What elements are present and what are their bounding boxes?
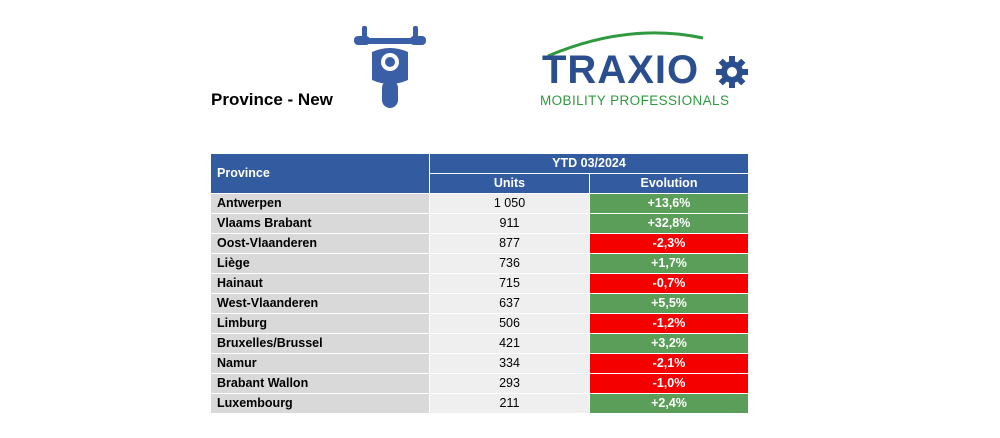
evolution-cell: +1,7%	[589, 253, 749, 274]
evolution-cell: -2,3%	[589, 233, 749, 254]
province-cell: Oost-Vlaanderen	[210, 233, 430, 254]
province-table: Province YTD 03/2024 Units Evolution Ant…	[210, 153, 749, 414]
units-cell: 637	[429, 293, 590, 314]
evolution-cell: -0,7%	[589, 273, 749, 294]
motorcycle-icon	[350, 22, 430, 117]
evolution-cell: +3,2%	[589, 333, 749, 354]
units-cell: 293	[429, 373, 590, 394]
units-cell: 334	[429, 353, 590, 374]
province-cell: Namur	[210, 353, 430, 374]
units-cell: 421	[429, 333, 590, 354]
table-row: Namur 334 -2,1%	[210, 353, 749, 374]
page-title: Province - New	[211, 90, 333, 109]
evolution-cell: +13,6%	[589, 193, 749, 214]
evolution-cell: -1,2%	[589, 313, 749, 334]
province-cell: West-Vlaanderen	[210, 293, 430, 314]
province-cell: Antwerpen	[210, 193, 430, 214]
province-cell: Brabant Wallon	[210, 373, 430, 394]
units-cell: 877	[429, 233, 590, 254]
province-cell: Limburg	[210, 313, 430, 334]
province-cell: Bruxelles/Brussel	[210, 333, 430, 354]
province-cell: Hainaut	[210, 273, 430, 294]
gear-icon	[716, 56, 748, 93]
table-row: Bruxelles/Brussel 421 +3,2%	[210, 333, 749, 354]
table-row: Hainaut 715 -0,7%	[210, 273, 749, 294]
evolution-cell: -2,1%	[589, 353, 749, 374]
table-row: Limburg 506 -1,2%	[210, 313, 749, 334]
evolution-cell: +32,8%	[589, 213, 749, 234]
period-header: YTD 03/2024	[429, 153, 749, 174]
table-row: Liège 736 +1,7%	[210, 253, 749, 274]
province-cell: Luxembourg	[210, 393, 430, 414]
table-row: Oost-Vlaanderen 877 -2,3%	[210, 233, 749, 254]
units-cell: 506	[429, 313, 590, 334]
province-header: Province	[210, 153, 430, 194]
logo-wordmark: TRAXIO	[542, 48, 700, 92]
province-cell: Liège	[210, 253, 430, 274]
traxio-logo: TRAXIO MOBILITY PROFESSIONALS	[538, 26, 750, 110]
units-cell: 736	[429, 253, 590, 274]
units-header: Units	[429, 173, 590, 194]
units-cell: 911	[429, 213, 590, 234]
units-cell: 715	[429, 273, 590, 294]
table-row: Vlaams Brabant 911 +32,8%	[210, 213, 749, 234]
units-cell: 1 050	[429, 193, 590, 214]
units-cell: 211	[429, 393, 590, 414]
table-row: Antwerpen 1 050 +13,6%	[210, 193, 749, 214]
evolution-cell: +2,4%	[589, 393, 749, 414]
evolution-cell: +5,5%	[589, 293, 749, 314]
evolution-cell: -1,0%	[589, 373, 749, 394]
province-cell: Vlaams Brabant	[210, 213, 430, 234]
table-row: Brabant Wallon 293 -1,0%	[210, 373, 749, 394]
table-row: Luxembourg 211 +2,4%	[210, 393, 749, 414]
evolution-header: Evolution	[589, 173, 749, 194]
logo-tagline: MOBILITY PROFESSIONALS	[540, 93, 730, 108]
table-row: West-Vlaanderen 637 +5,5%	[210, 293, 749, 314]
